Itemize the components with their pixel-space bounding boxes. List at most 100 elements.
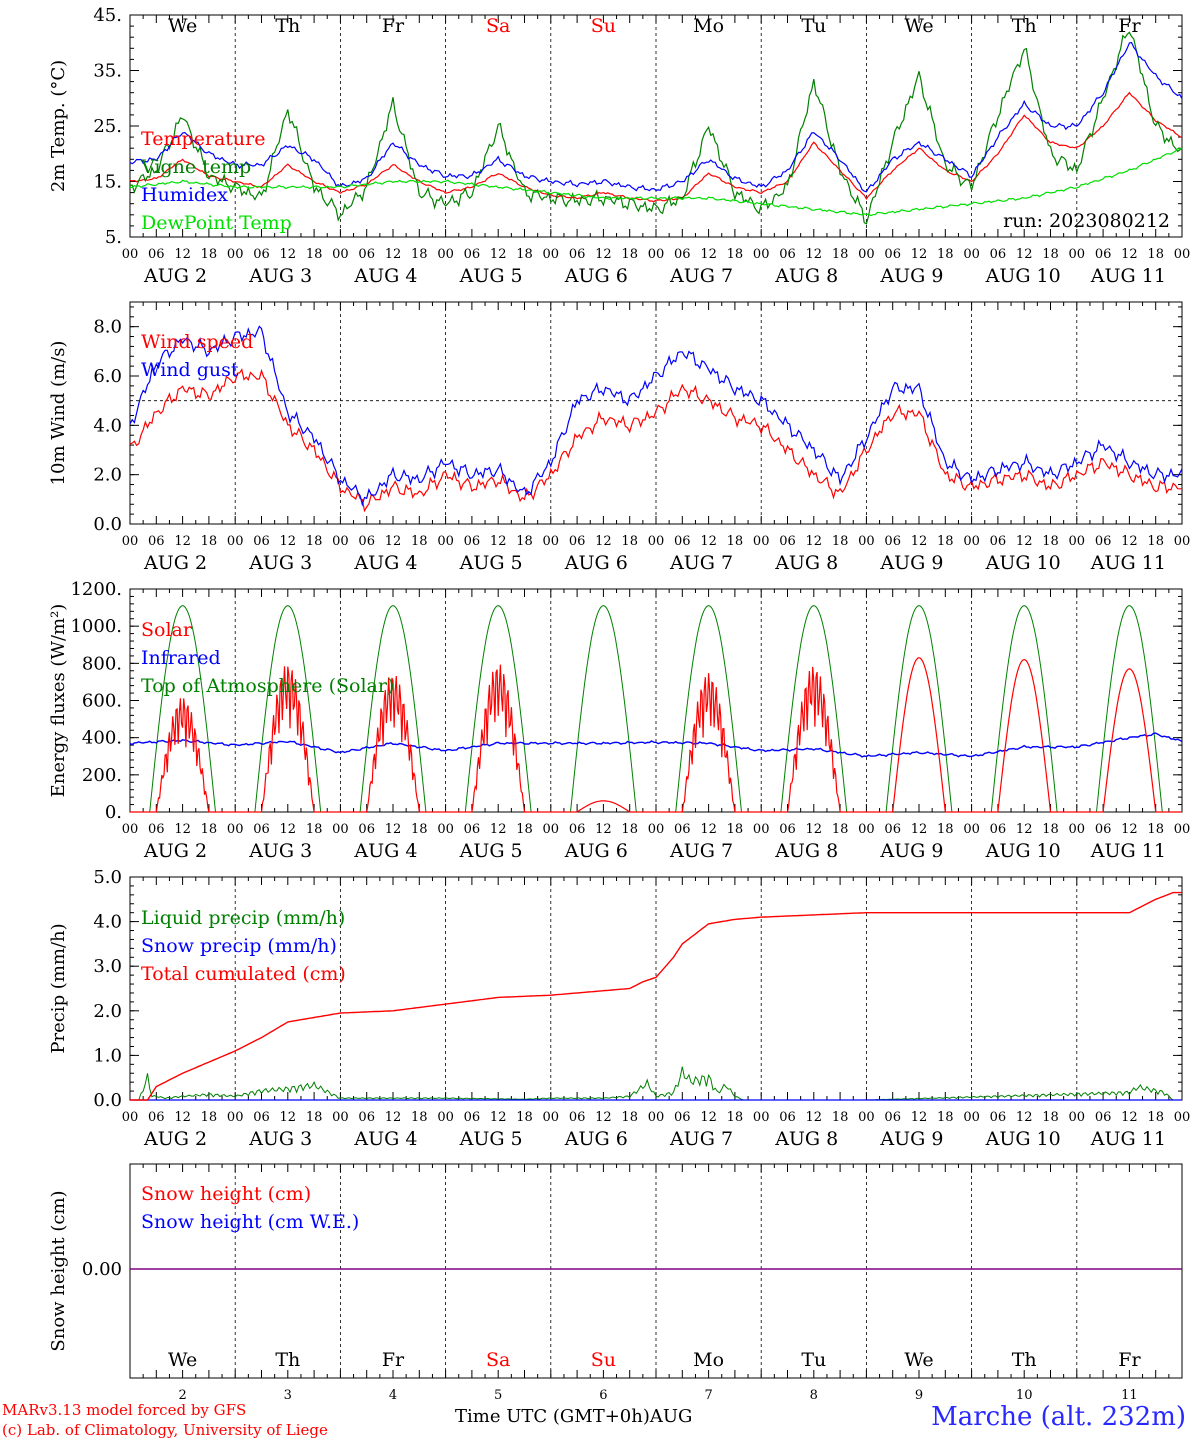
hour-tick-label: 06 (569, 1110, 586, 1125)
hour-tick-label: 18 (411, 534, 428, 549)
hour-tick-label: 06 (1095, 1110, 1112, 1125)
hour-tick-label: 06 (148, 822, 165, 837)
hour-tick-label: 18 (306, 822, 323, 837)
hour-tick-label: 00 (437, 1110, 454, 1125)
date-label: AUG 2 (143, 840, 207, 862)
hour-tick-label: 12 (280, 247, 297, 262)
hour-tick-label: 12 (1016, 534, 1033, 549)
hour-tick-label: 00 (227, 822, 244, 837)
hour-tick-label: 06 (674, 247, 691, 262)
hour-tick-label: 12 (911, 1110, 928, 1125)
hour-tick-label: 12 (280, 822, 297, 837)
hour-tick-label: 00 (332, 247, 349, 262)
y-tick-label: 35. (93, 61, 122, 82)
hour-tick-label: 06 (253, 247, 270, 262)
date-label: AUG 5 (459, 1128, 523, 1150)
hour-tick-label: 18 (306, 534, 323, 549)
date-label: AUG 5 (459, 840, 523, 862)
hour-tick-label: 18 (621, 247, 638, 262)
series-temperature (129, 91, 1183, 203)
hour-tick-label: 06 (884, 247, 901, 262)
hour-tick-label: 00 (227, 534, 244, 549)
hour-tick-label: 06 (884, 534, 901, 549)
weekday-label: Sa (486, 1349, 510, 1371)
hour-tick-label: 18 (621, 822, 638, 837)
hour-tick-label: 18 (727, 534, 744, 549)
date-label: AUG 3 (248, 552, 312, 574)
hour-tick-label: 00 (1174, 534, 1191, 549)
weekday-label: Th (275, 15, 300, 37)
y-tick-label: 2.0 (93, 1001, 122, 1022)
date-number-label: 2 (178, 1388, 186, 1403)
hour-tick-label: 18 (201, 1110, 218, 1125)
date-number-label: 3 (284, 1388, 292, 1403)
weekday-label: Mo (693, 1349, 724, 1371)
hour-tick-label: 06 (569, 247, 586, 262)
series-humidex (129, 41, 1183, 193)
hour-tick-label: 12 (911, 534, 928, 549)
hour-tick-label: 06 (148, 247, 165, 262)
hour-tick-label: 00 (1069, 534, 1086, 549)
legend-entry: Snow height (cm W.E.) (141, 1211, 359, 1233)
legend-entry: Solar (141, 619, 193, 641)
date-label: AUG 6 (564, 265, 628, 287)
legend-entry: Total cumulated (cm) (141, 963, 346, 985)
hour-tick-label: 00 (332, 1110, 349, 1125)
weekday-label: We (168, 15, 197, 37)
y-tick-label: 0.00 (82, 1259, 122, 1280)
hour-tick-label: 00 (122, 1110, 139, 1125)
y-tick-label: 15. (93, 172, 122, 193)
y-tick-label: 1200. (70, 579, 122, 600)
hour-tick-label: 00 (963, 1110, 980, 1125)
y-tick-label: 3.0 (93, 956, 122, 977)
weekday-label: Tu (801, 1349, 826, 1371)
weekday-label: Fr (382, 15, 405, 37)
hour-tick-label: 18 (937, 822, 954, 837)
y-tick-label: 0. (105, 802, 122, 823)
hour-tick-label: 12 (595, 822, 612, 837)
hour-tick-label: 00 (753, 247, 770, 262)
footer-credits: MARv3.13 model forced by GFS (c) Lab. of… (2, 1400, 328, 1440)
hour-tick-label: 12 (1016, 1110, 1033, 1125)
hour-tick-label: 00 (753, 822, 770, 837)
y-axis-label-energy: Energy fluxes (W/m²) (48, 604, 69, 798)
date-label: AUG 8 (774, 265, 838, 287)
date-label: AUG 9 (879, 1128, 943, 1150)
weekday-label: We (904, 1349, 933, 1371)
hour-tick-label: 12 (385, 822, 402, 837)
y-tick-label: 200. (82, 765, 122, 786)
hour-tick-label: 12 (595, 247, 612, 262)
hour-tick-label: 06 (253, 534, 270, 549)
hour-tick-label: 18 (727, 1110, 744, 1125)
date-label: AUG 4 (353, 552, 417, 574)
hour-tick-label: 12 (385, 1110, 402, 1125)
hour-tick-label: 00 (648, 247, 665, 262)
legend-entry: DewPoint Temp (141, 212, 292, 234)
hour-tick-label: 18 (516, 822, 533, 837)
weekday-label: Th (1012, 1349, 1037, 1371)
date-number-label: 5 (494, 1388, 502, 1403)
run-label: run: 2023080212 (1003, 210, 1170, 232)
model-credit: MARv3.13 model forced by GFS (2, 1401, 247, 1419)
date-label: AUG 3 (248, 1128, 312, 1150)
hour-tick-label: 06 (674, 534, 691, 549)
y-axis-label-snow: Snow height (cm) (48, 1190, 69, 1351)
date-number-label: 11 (1121, 1388, 1138, 1403)
series-wind-gust (129, 325, 1183, 507)
hour-tick-label: 12 (595, 534, 612, 549)
hour-tick-label: 00 (1174, 1110, 1191, 1125)
date-label: AUG 2 (143, 552, 207, 574)
weekday-label: We (904, 15, 933, 37)
date-label: AUG 9 (879, 552, 943, 574)
hour-tick-label: 00 (1069, 822, 1086, 837)
weekday-label: Su (591, 15, 616, 37)
hour-tick-label: 18 (621, 1110, 638, 1125)
hour-tick-label: 00 (1174, 247, 1191, 262)
y-tick-label: 4.0 (93, 912, 122, 933)
hour-tick-label: 00 (648, 534, 665, 549)
hour-tick-label: 00 (1174, 822, 1191, 837)
hour-tick-label: 12 (700, 1110, 717, 1125)
weekday-label: Fr (382, 1349, 405, 1371)
hour-tick-label: 00 (648, 822, 665, 837)
